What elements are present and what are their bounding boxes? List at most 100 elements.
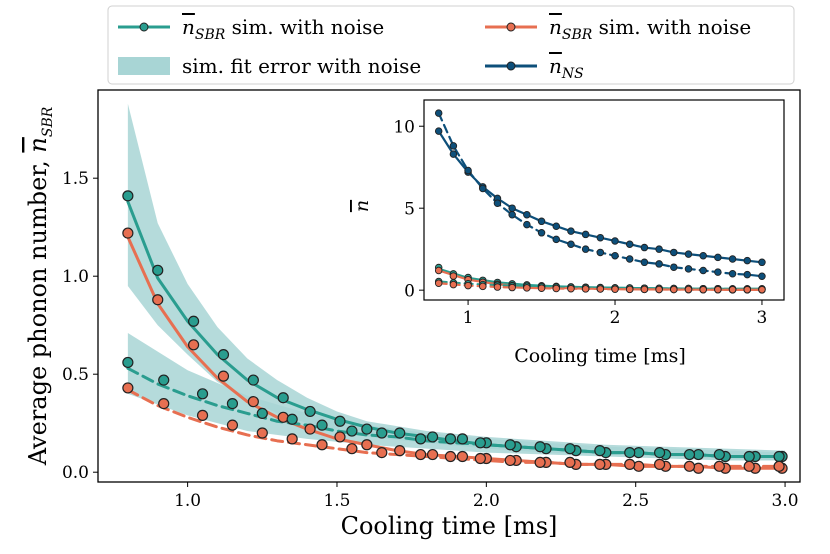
data-point [449,280,458,289]
data-point [508,210,516,219]
main-y-axis-label: Average phonon number, nSBR [24,106,56,466]
data-point [523,284,531,292]
data-point [624,447,636,459]
data-point [196,388,209,400]
data-point [640,258,649,267]
inset-x-axis-label: Cooling time [ms] [514,345,686,367]
data-point [361,423,373,435]
data-point [226,419,239,431]
data-point [625,255,634,263]
data-point [596,248,605,257]
data-point [158,374,170,386]
data-point [611,251,619,260]
data-point [449,142,458,150]
data-point [640,243,649,252]
series-line-0 [126,200,787,459]
data-point [714,268,722,276]
legend-item-fit-error: sim. fit error with noise [118,54,421,78]
data-point [670,285,678,294]
data-point [534,441,546,453]
data-point [474,452,486,465]
data-point [567,284,575,293]
main-fit-error-bands [127,103,786,461]
data-point [581,230,590,239]
data-point [655,245,663,253]
data-point [508,204,516,212]
data-point [122,190,134,202]
data-point [346,443,358,455]
data-point [728,270,737,278]
data-point [456,450,469,463]
legend-frame [107,5,795,85]
data-point [523,220,531,229]
y-tick-label: 0.0 [62,463,89,483]
x-tick-label: 2.0 [473,491,500,511]
data-point [122,356,134,369]
data-point [564,443,576,455]
x-tick-label: 1.0 [174,491,201,511]
data-point [277,411,289,423]
x-tick-label: 3 [757,308,768,328]
data-point [537,217,546,226]
data-point [699,266,707,275]
data-point [504,439,516,451]
series-line-2 [126,366,787,459]
x-tick-label: 2 [610,308,621,328]
series-line-3 [126,388,787,468]
data-point [434,109,443,117]
data-point [567,240,575,249]
series-line-1 [126,235,787,470]
data-point [743,450,755,463]
inset-axis-ticks: 1 2 3 0 5 10 [393,118,767,328]
data-point [226,398,239,410]
data-point [479,184,487,193]
y-tick-label: 0 [404,281,415,301]
data-point [479,282,487,291]
data-point [594,458,606,470]
data-point [286,433,298,445]
data-point [523,210,531,219]
legend-label-ns: nNS [549,54,584,82]
data-point [456,433,469,445]
data-point [304,423,316,435]
data-point [653,447,666,459]
data-point [286,413,298,425]
data-point [692,462,705,474]
data-point [758,285,766,294]
data-point [581,245,590,253]
data-point [728,255,737,263]
x-tick-label: 1 [463,308,474,328]
data-point [683,460,696,472]
main-plot-frame [97,89,801,483]
data-point [217,370,230,382]
data-point [434,279,443,288]
inset-plot-background [424,100,784,300]
y-tick-label: 1.5 [62,169,89,189]
legend-item-ns: nNS [485,54,584,82]
data-point [537,284,546,292]
x-tick-label: 3.0 [772,491,799,511]
data-point [217,349,230,361]
legend-marker-teal [139,22,149,32]
main-x-axis-label: Cooling time [ms] [341,512,558,540]
data-point [508,283,516,292]
data-point [444,433,457,445]
data-point [493,199,502,208]
data-point [581,285,590,293]
y-tick-label: 0.5 [62,365,89,385]
legend-label-coral: nSBR sim. with noise [549,15,751,43]
data-point [564,456,576,468]
data-point [552,284,560,293]
data-point [256,407,268,419]
data-point [122,227,134,239]
data-point [394,427,406,439]
data-point [152,294,164,306]
data-point [334,431,346,443]
data-point [415,433,427,445]
data-point [394,445,406,457]
main-axis-ticks: 1.0 1.5 2.0 2.5 3.0 0.0 0.5 1.0 1.5 [62,169,799,511]
data-point [714,285,722,294]
data-point [464,281,472,290]
data-point [504,454,516,467]
